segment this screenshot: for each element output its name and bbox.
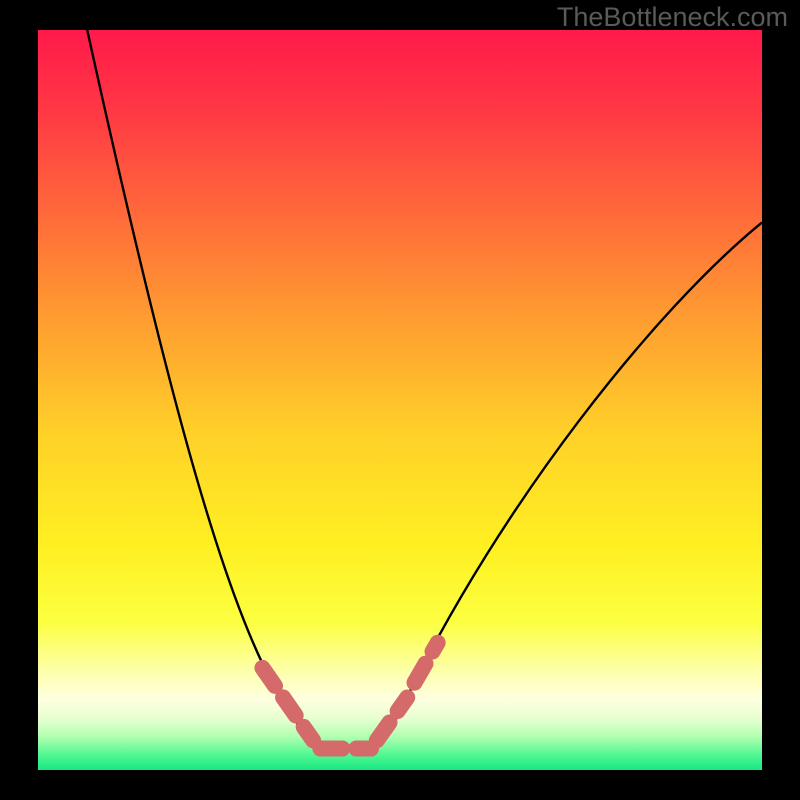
stage: TheBottleneck.com (0, 0, 800, 800)
chart-svg (38, 30, 762, 770)
bottleneck-curve (87, 30, 762, 749)
highlight-right-lower (377, 697, 407, 740)
watermark-text: TheBottleneck.com (557, 2, 788, 33)
highlight-left (262, 668, 313, 741)
highlight-right-upper (414, 643, 437, 683)
highlight-segments (262, 643, 437, 749)
plot-area (38, 30, 762, 770)
